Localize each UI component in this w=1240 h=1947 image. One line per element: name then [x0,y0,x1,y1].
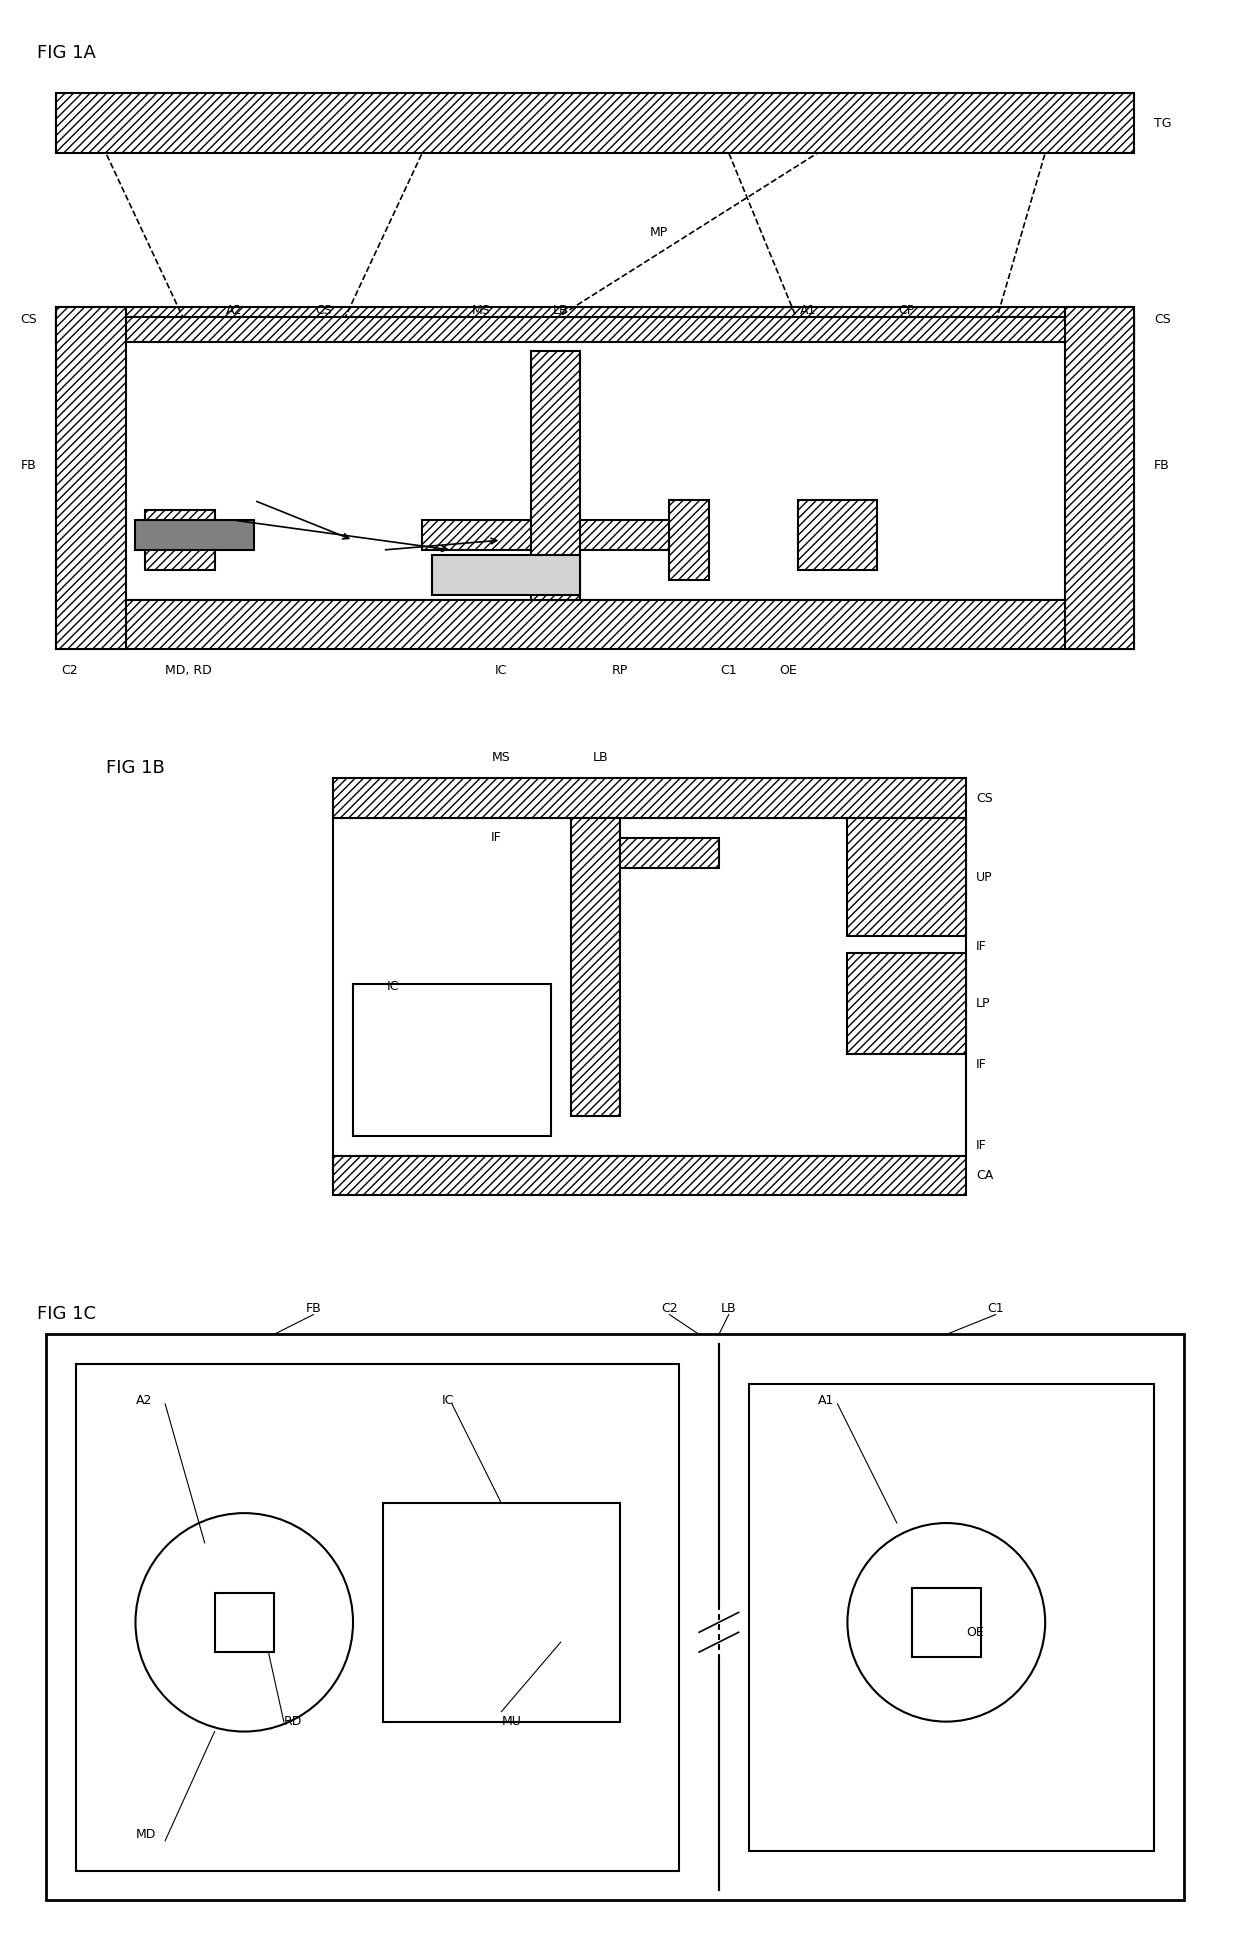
Bar [353,983,551,1135]
Bar [799,500,877,570]
Bar [215,1593,274,1653]
Text: FIG 1C: FIG 1C [37,1304,95,1322]
Text: IF: IF [491,831,501,845]
Bar [531,352,580,600]
Bar [56,308,1135,331]
Text: A2: A2 [226,304,243,317]
Text: FB: FB [1154,459,1169,473]
Text: MP: MP [650,226,668,239]
Text: LB: LB [553,304,568,317]
Text: MD, RD: MD, RD [165,664,212,678]
Text: CS: CS [20,313,37,325]
Bar [911,1587,981,1657]
Text: A2: A2 [135,1394,151,1408]
Text: CS: CS [976,792,993,804]
Bar [56,308,125,650]
Bar [56,600,1135,650]
Bar [383,1503,620,1721]
Text: CS: CS [1154,313,1171,325]
Text: LB: LB [593,750,608,763]
Bar [334,1157,966,1195]
Bar [432,555,580,594]
Text: FIG 1B: FIG 1B [105,759,165,777]
Text: RP: RP [611,664,629,678]
Bar [749,1384,1154,1852]
Text: FB: FB [305,1301,321,1314]
Text: IF: IF [976,940,987,952]
Bar [56,93,1135,154]
Bar [847,818,966,937]
Text: CA: CA [976,1168,993,1182]
Bar [847,954,966,1055]
Text: OE: OE [966,1626,983,1639]
Text: MS: MS [492,750,511,763]
Bar [334,818,966,1157]
Bar [570,818,620,1116]
Text: C2: C2 [661,1301,678,1314]
Text: IF: IF [976,1057,987,1071]
Text: IC: IC [495,664,507,678]
Bar [620,837,719,868]
Bar [56,317,1135,341]
Text: IC: IC [441,1394,454,1408]
Text: IC: IC [387,981,399,993]
Bar [1065,308,1135,650]
Text: RD: RD [284,1715,303,1729]
Text: OE: OE [779,664,797,678]
Bar [423,520,699,551]
Text: CP: CP [899,304,915,317]
Text: LP: LP [976,997,991,1010]
Bar [56,331,1135,600]
Text: A1: A1 [800,304,816,317]
Bar [135,520,254,551]
Bar [46,1334,1184,1900]
Text: TG: TG [1154,117,1172,130]
Bar [334,779,966,818]
Text: IF: IF [976,1139,987,1153]
Text: MD: MD [135,1828,156,1840]
Text: C1: C1 [720,664,737,678]
Text: CS: CS [315,304,332,317]
Bar [145,510,215,570]
Text: LB: LB [720,1301,737,1314]
Text: FB: FB [21,459,37,473]
Bar [76,1365,680,1871]
Text: UP: UP [976,870,992,884]
Bar [670,500,709,580]
Text: MS: MS [472,304,491,317]
Text: FIG 1A: FIG 1A [37,43,95,62]
Text: C1: C1 [987,1301,1004,1314]
Text: C2: C2 [61,664,78,678]
Text: MU: MU [501,1715,521,1729]
Text: A1: A1 [817,1394,835,1408]
